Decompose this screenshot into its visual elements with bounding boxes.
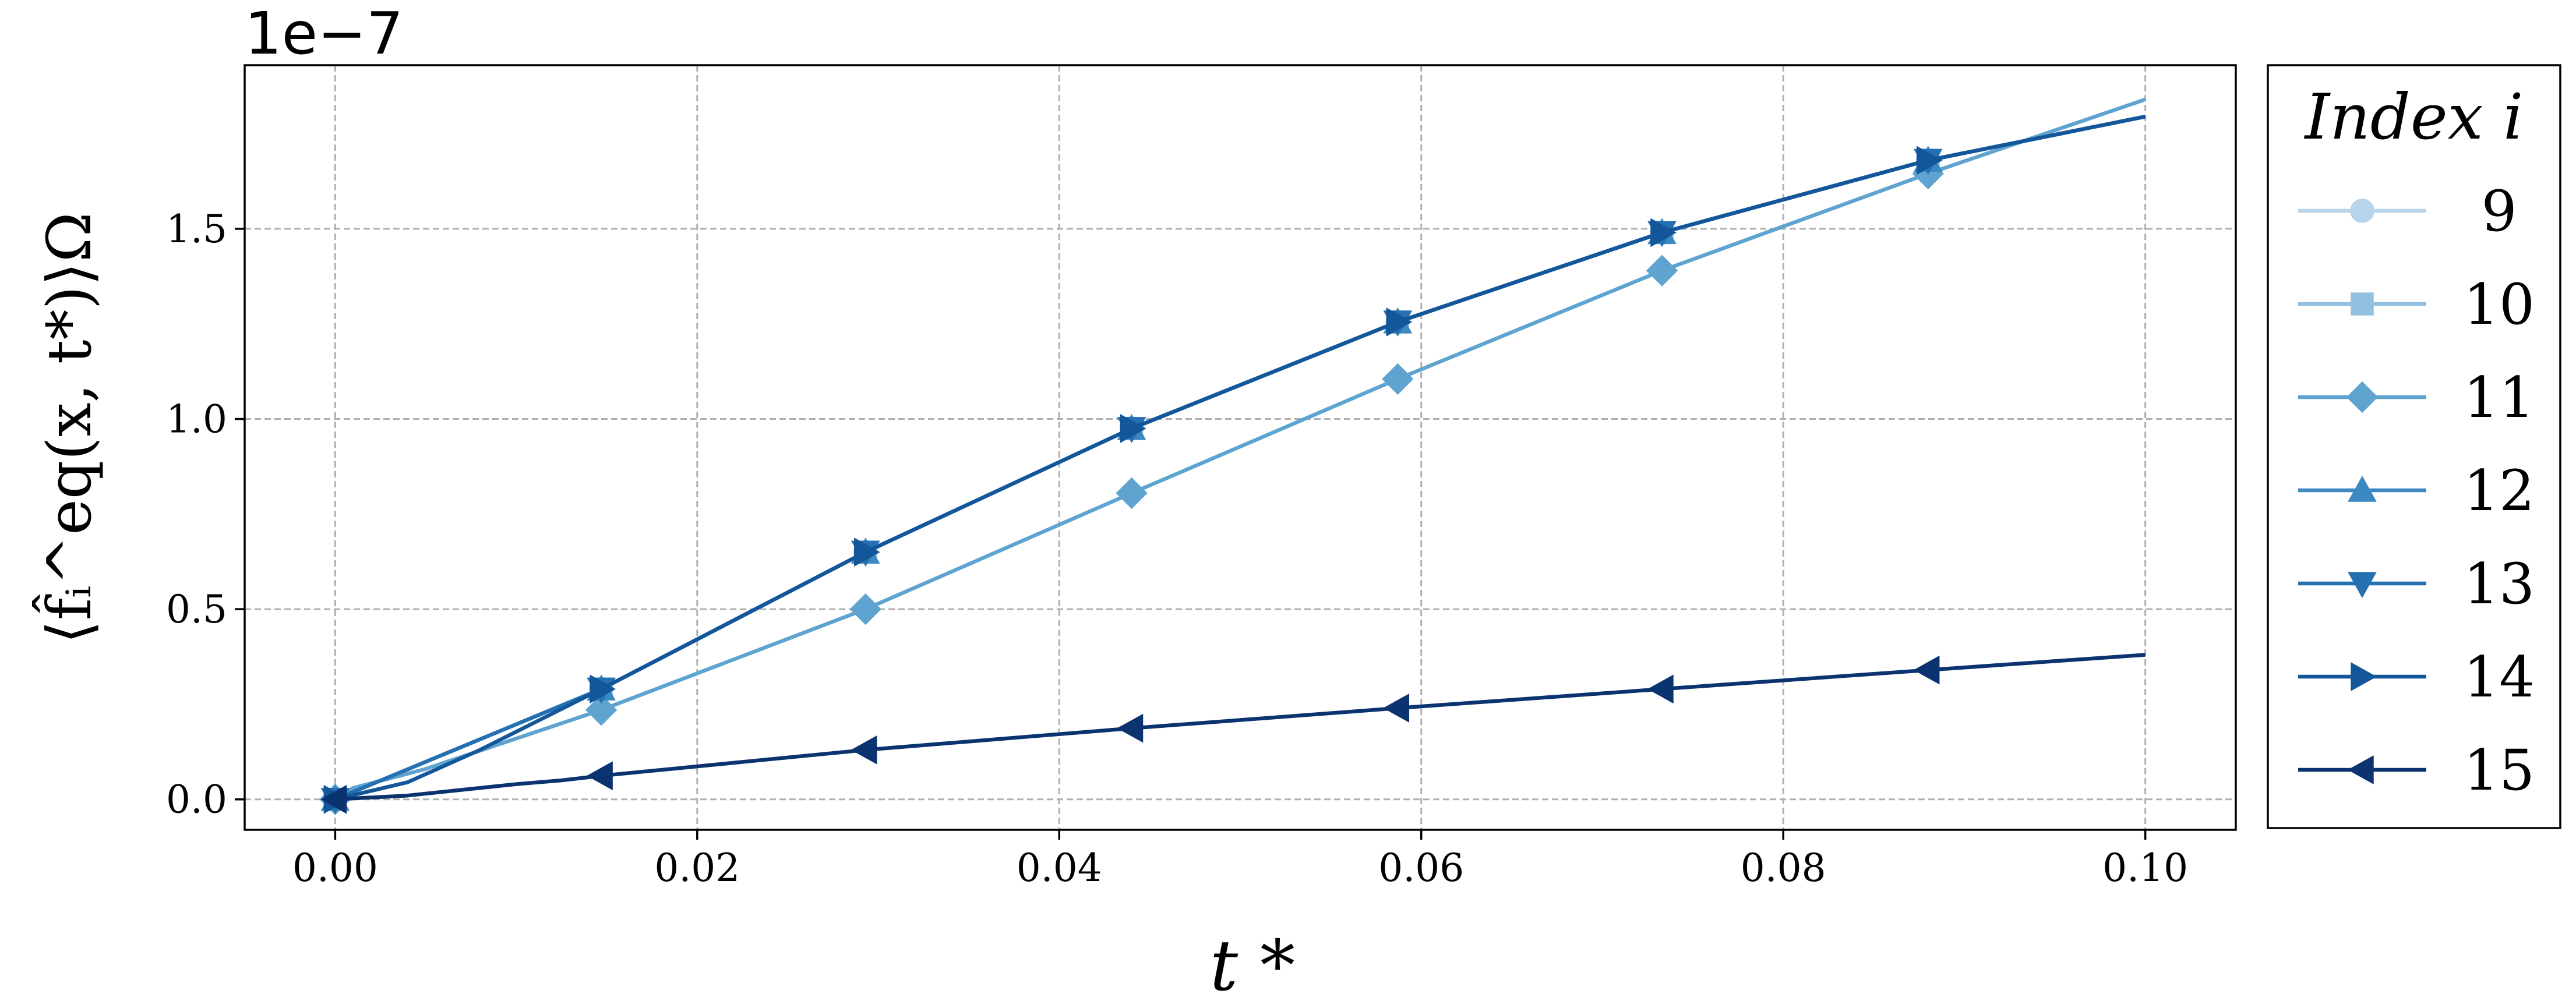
legend-marker — [2351, 662, 2377, 691]
data-point — [851, 735, 877, 765]
data-point — [590, 674, 616, 704]
legend-item: 9 — [2298, 179, 2517, 244]
legend-item: 12 — [2298, 458, 2535, 524]
grid — [245, 65, 2236, 830]
legend-label: 12 — [2464, 458, 2535, 524]
x-tick-label: 0.04 — [1017, 846, 1102, 890]
data-point — [849, 593, 881, 625]
data-point — [1650, 218, 1677, 247]
series-line — [335, 653, 2146, 801]
legend-items: 9 10 11 12 13 14 15 — [2298, 179, 2535, 803]
legend-marker — [2348, 572, 2377, 599]
y-tick-label: 1.5 — [166, 207, 227, 252]
legend-marker — [2346, 381, 2379, 413]
data-point — [1120, 413, 1146, 443]
data-point — [1647, 674, 1674, 704]
x-tick-label: 0.00 — [292, 846, 378, 890]
legend-marker — [2350, 199, 2374, 223]
legend-title: Index i — [2303, 81, 2523, 154]
legend-marker — [2347, 755, 2374, 784]
legend-label: 13 — [2464, 551, 2535, 617]
legend-item: 15 — [2298, 738, 2535, 803]
data-point — [1116, 477, 1148, 509]
legend-label: 10 — [2464, 272, 2535, 337]
legend-label: 15 — [2464, 738, 2535, 803]
x-tick-label: 0.06 — [1378, 846, 1464, 890]
y-tick-label: 1.0 — [166, 397, 227, 442]
legend-label: 11 — [2464, 365, 2535, 430]
y-tick-label: 0.5 — [166, 587, 227, 632]
series-layer — [319, 97, 2146, 815]
data-point — [1117, 713, 1144, 743]
y-axis: 0.0 0.5 1.0 1.5 — [166, 207, 245, 822]
data-point — [1913, 655, 1940, 685]
series-11 — [319, 97, 2146, 815]
data-point — [1917, 146, 1943, 175]
data-point — [587, 761, 613, 791]
legend-item: 13 — [2298, 551, 2535, 617]
legend-label: 14 — [2464, 645, 2535, 710]
legend-frame — [2267, 64, 2561, 829]
x-tick-label: 0.02 — [654, 846, 740, 890]
legend-item: 14 — [2298, 645, 2535, 710]
legend: Index i 9 10 11 12 13 14 15 — [2267, 64, 2561, 829]
x-axis: 0.00 0.02 0.04 0.06 0.08 0.10 — [292, 830, 2188, 890]
data-point — [1383, 694, 1410, 723]
legend-item: 10 — [2298, 272, 2535, 337]
legend-marker — [2351, 292, 2374, 316]
x-tick-label: 0.08 — [1741, 846, 1826, 890]
legend-marker — [2348, 475, 2377, 502]
legend-label: 9 — [2481, 179, 2517, 244]
y-tick-label: 0.0 — [166, 777, 227, 822]
data-point — [1382, 363, 1414, 395]
x-axis-label: t * — [1210, 926, 1295, 1001]
data-point — [320, 784, 347, 814]
y-offset-label: 1e−7 — [245, 0, 404, 68]
data-point — [1386, 307, 1413, 337]
data-point — [854, 537, 880, 567]
series-14 — [323, 115, 2146, 814]
data-point — [585, 694, 617, 726]
series-15 — [320, 653, 2146, 814]
series-line — [334, 115, 2146, 801]
x-axis-label-text: t * — [1210, 926, 1295, 1001]
y-axis-label: ⟨f̂ᵢ^eq(x, t*)⟩Ω — [31, 212, 105, 644]
x-tick-label: 0.10 — [2102, 846, 2188, 890]
legend-item: 11 — [2298, 365, 2535, 430]
data-point — [1646, 254, 1678, 286]
plot-frame — [244, 64, 2237, 831]
